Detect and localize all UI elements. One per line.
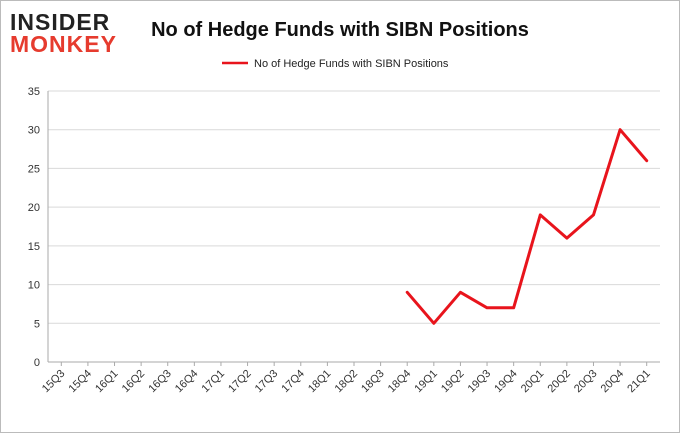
y-tick-label: 35 (28, 86, 40, 98)
data-point (432, 322, 436, 325)
logo-line-1: INSIDER (10, 9, 110, 35)
data-point (618, 128, 622, 131)
y-tick-label: 10 (28, 280, 40, 292)
insider-monkey-logo: INSIDER MONKEY (10, 9, 117, 57)
gridlines (48, 90, 660, 324)
logo-line-2: MONKEY (10, 31, 117, 57)
y-axis-ticks: 0 5 10 15 20 25 30 35 (28, 86, 40, 369)
data-point (512, 306, 515, 309)
data-point (406, 291, 409, 294)
y-tick-label: 30 (28, 125, 40, 137)
y-tick-label: 20 (28, 202, 40, 214)
series-layer (405, 128, 649, 325)
data-point (539, 213, 542, 217)
data-point (565, 236, 569, 240)
y-tick-label: 0 (34, 357, 40, 369)
data-point (459, 291, 462, 294)
y-tick-label: 25 (28, 163, 40, 175)
series-line (405, 128, 649, 325)
y-tick-label: 15 (28, 241, 40, 253)
data-point (645, 159, 648, 162)
data-point (485, 306, 489, 309)
data-point (592, 213, 595, 217)
y-tick-label: 5 (34, 318, 40, 330)
chart-title: No of Hedge Funds with SIBN Positions (151, 19, 529, 41)
legend-label: No of Hedge Funds with SIBN Positions (254, 58, 449, 70)
legend: No of Hedge Funds with SIBN Positions (222, 58, 449, 70)
